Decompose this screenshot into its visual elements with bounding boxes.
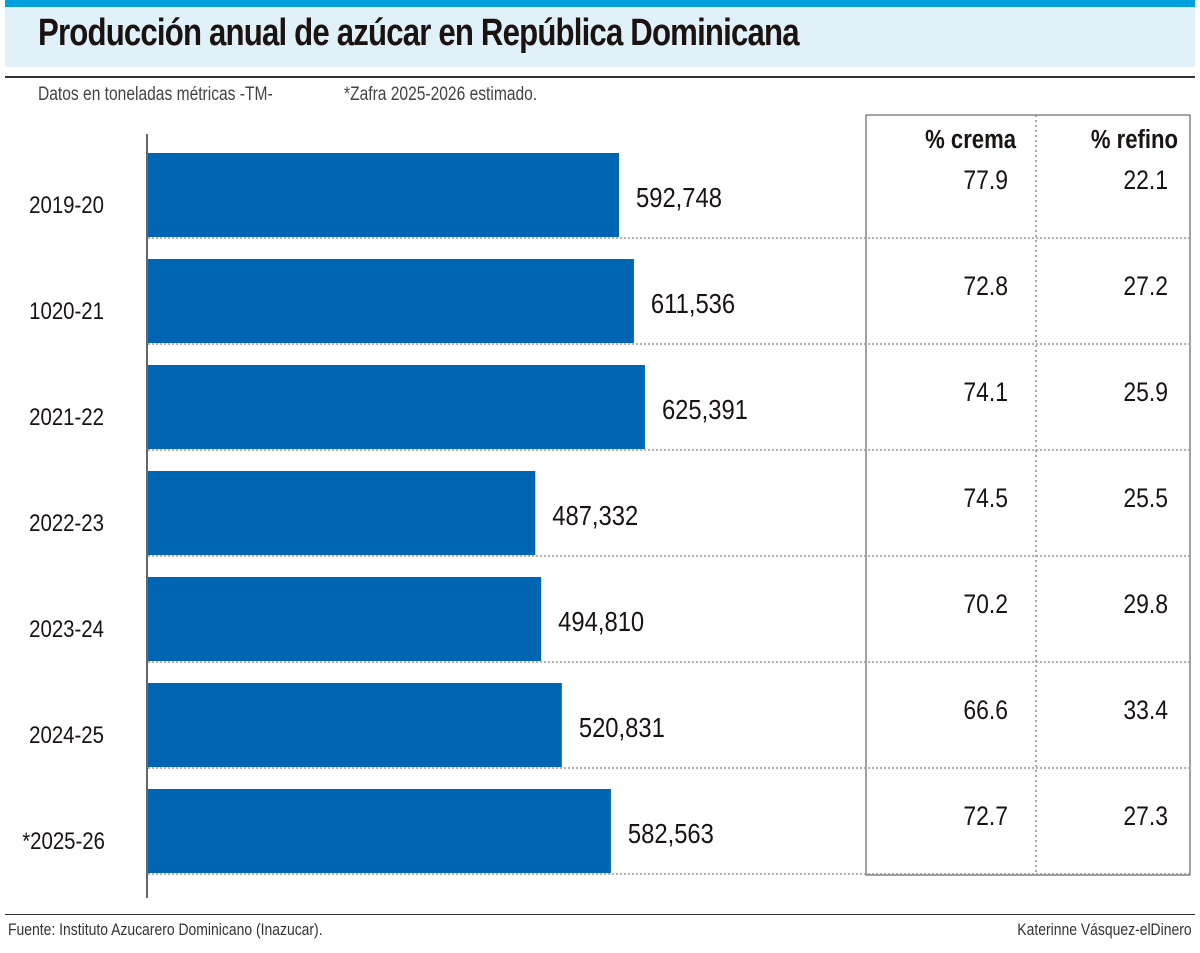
refino-cell: 27.3 xyxy=(1123,801,1168,831)
bar xyxy=(148,577,542,661)
value-label: 625,391 xyxy=(662,393,748,425)
crema-cell: 72.8 xyxy=(963,271,1008,301)
crema-cell: 74.5 xyxy=(963,483,1008,513)
crema-cell: 77.9 xyxy=(963,165,1008,195)
header-refino: % refino xyxy=(1091,125,1178,154)
category-label: 2019-20 xyxy=(29,191,104,218)
crema-cell: 74.1 xyxy=(963,377,1008,407)
value-label: 487,332 xyxy=(552,499,638,531)
bar xyxy=(148,789,611,873)
top-strip xyxy=(5,0,1195,7)
category-label: 1020-21 xyxy=(29,297,104,324)
footer-divider xyxy=(5,914,1195,915)
header-crema: % crema xyxy=(925,125,1016,154)
category-label: 2023-24 xyxy=(29,615,104,642)
credit-text: Katerinne Vásquez-elDinero xyxy=(1017,920,1192,939)
bar xyxy=(148,153,619,237)
category-label: *2025-26 xyxy=(22,827,105,854)
estimate-note: *Zafra 2025-2026 estimado. xyxy=(344,84,538,105)
crema-cell: 70.2 xyxy=(963,589,1008,619)
value-label: 592,748 xyxy=(636,181,722,213)
bar xyxy=(148,471,536,555)
crema-cell: 66.6 xyxy=(963,695,1008,725)
title-band xyxy=(5,7,1195,67)
category-label: 2021-22 xyxy=(29,403,104,430)
table-frame xyxy=(865,114,1191,876)
refino-cell: 25.5 xyxy=(1123,483,1168,513)
value-label: 494,810 xyxy=(558,605,644,637)
refino-cell: 22.1 xyxy=(1123,165,1168,195)
category-label: 2024-25 xyxy=(29,721,104,748)
refino-cell: 25.9 xyxy=(1123,377,1168,407)
source-text: Fuente: Instituto Azucarero Dominicano (… xyxy=(8,920,323,939)
value-label: 520,831 xyxy=(579,711,665,743)
category-label: 2022-23 xyxy=(29,509,104,536)
units-note: Datos en toneladas métricas -TM- xyxy=(38,84,273,105)
crema-cell: 72.7 xyxy=(963,801,1008,831)
bar xyxy=(148,259,634,343)
value-label: 611,536 xyxy=(651,287,735,319)
divider xyxy=(5,76,1195,78)
refino-cell: 33.4 xyxy=(1123,695,1168,725)
refino-cell: 29.8 xyxy=(1123,589,1168,619)
bar xyxy=(148,365,645,449)
chart-title: Producción anual de azúcar en República … xyxy=(38,12,800,54)
bar xyxy=(148,683,562,767)
value-label: 582,563 xyxy=(628,817,714,849)
refino-cell: 27.2 xyxy=(1123,271,1168,301)
